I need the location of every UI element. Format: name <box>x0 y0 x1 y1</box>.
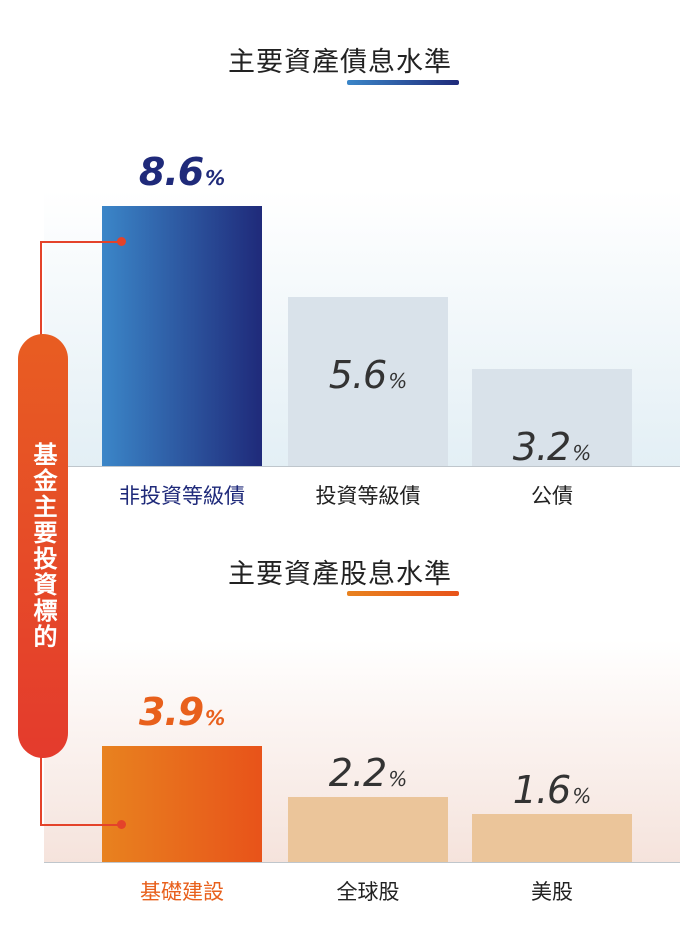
bond-value-unit-0: % <box>205 166 226 190</box>
bond-bar-0 <box>102 206 262 466</box>
equity-value-unit-2: % <box>572 784 592 808</box>
bond-value-label-2: 3.2% <box>472 425 632 469</box>
bond-category-label-2: 公債 <box>531 484 573 508</box>
equity-title-underline <box>347 591 459 596</box>
equity-bar-2 <box>472 814 632 862</box>
equity-value-label-0: 3.9% <box>102 690 262 734</box>
bond-bar-2 <box>472 369 632 466</box>
bond-value-number-1: 5.6 <box>328 353 387 397</box>
bond-category-label-0: 非投資等級債 <box>119 484 245 508</box>
equity-value-number-2: 1.6 <box>512 768 571 812</box>
equity-value-label-1: 2.2% <box>288 751 448 795</box>
equity-bar-0 <box>102 746 262 862</box>
bond-value-number-2: 3.2 <box>512 425 571 469</box>
bond-value-number-0: 8.6 <box>138 150 204 194</box>
connector-top <box>40 241 124 337</box>
equity-value-unit-1: % <box>388 767 408 791</box>
equity-category-label-1: 全球股 <box>336 880 400 904</box>
side-label-text: 基金主要投資標的 <box>29 442 57 650</box>
bond-value-unit-2: % <box>572 441 592 465</box>
connector-dot-bottom <box>117 820 126 829</box>
bond-value-label-1: 5.6% <box>288 353 448 397</box>
side-label-pill: 基金主要投資標的 <box>18 334 68 758</box>
connector-bottom <box>40 756 124 826</box>
equity-value-unit-0: % <box>205 706 226 730</box>
equity-category-label-0: 基礎建設 <box>140 880 224 904</box>
equity-bar-1 <box>288 797 448 862</box>
bond-category-label-1: 投資等級債 <box>315 484 421 508</box>
equity-value-label-2: 1.6% <box>472 768 632 812</box>
bond-value-label-0: 8.6% <box>102 150 262 194</box>
bond-title-underline <box>347 80 459 85</box>
equity-value-number-0: 3.9 <box>138 690 204 734</box>
connector-dot-top <box>117 237 126 246</box>
equity-baseline <box>44 862 680 863</box>
equity-category-label-2: 美股 <box>531 880 573 904</box>
bond-baseline <box>44 466 680 467</box>
bond-chart-title: 主要資產債息水準 <box>228 47 452 78</box>
equity-value-number-1: 2.2 <box>328 751 387 795</box>
equity-chart-title: 主要資產股息水準 <box>228 559 452 590</box>
bond-bar-1 <box>288 297 448 466</box>
bond-value-unit-1: % <box>388 369 408 393</box>
